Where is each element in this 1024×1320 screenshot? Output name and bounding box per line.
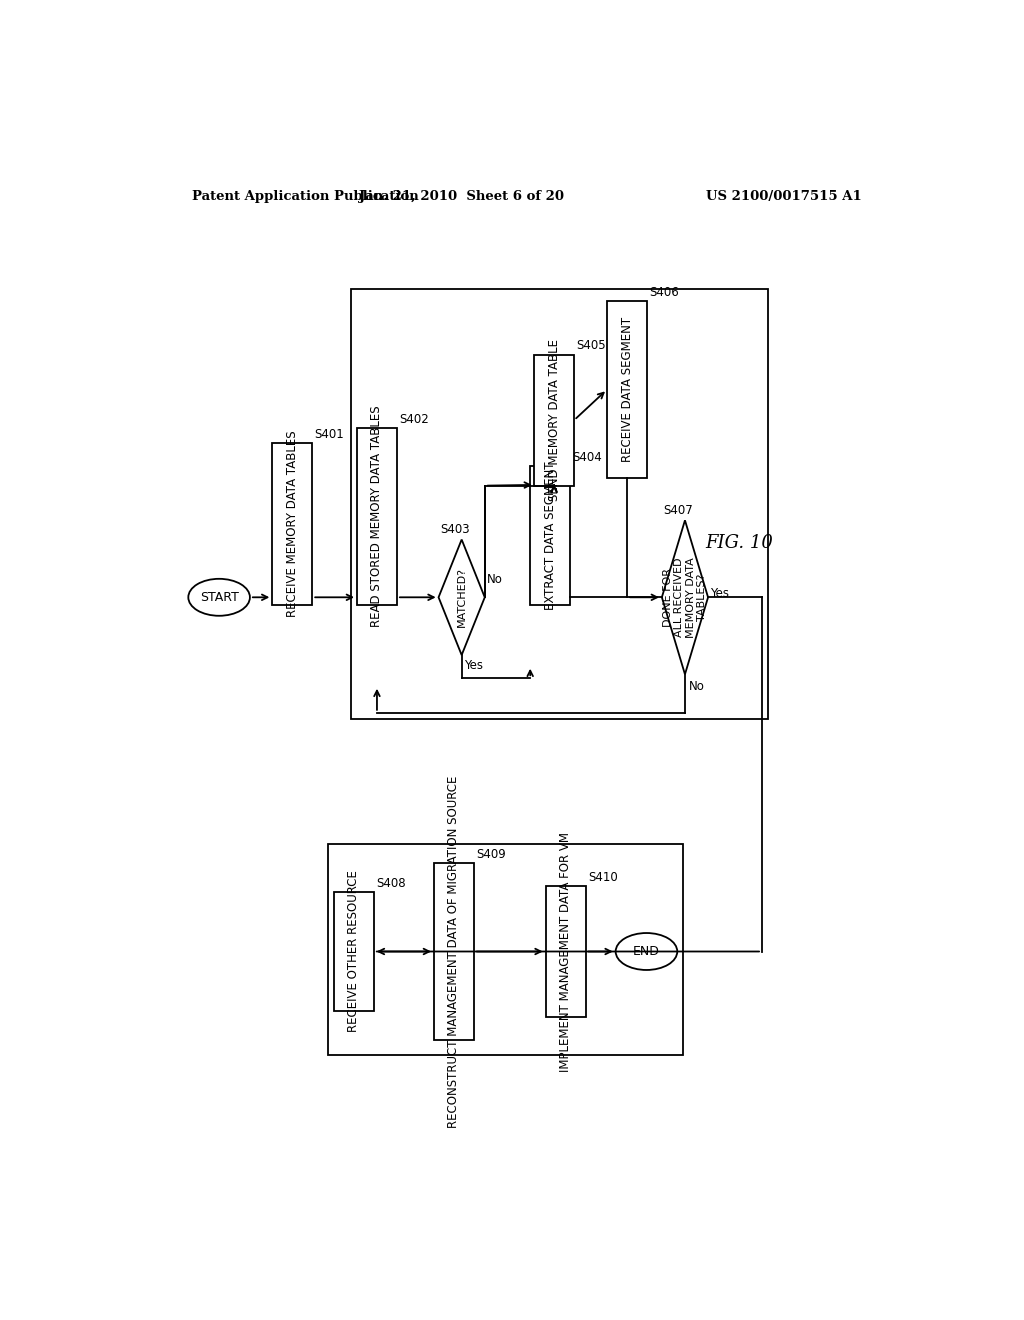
Text: SEND MEMORY DATA TABLE: SEND MEMORY DATA TABLE: [548, 339, 560, 502]
Text: S409: S409: [476, 847, 506, 861]
Bar: [546, 886, 586, 1016]
Bar: [272, 444, 312, 605]
Text: READ STORED MEMORY DATA TABLES: READ STORED MEMORY DATA TABLES: [371, 405, 383, 627]
Bar: [357, 428, 397, 605]
Ellipse shape: [615, 933, 677, 970]
Text: S407: S407: [664, 504, 693, 517]
Text: Patent Application Publication: Patent Application Publication: [193, 190, 419, 203]
Text: RECEIVE MEMORY DATA TABLES: RECEIVE MEMORY DATA TABLES: [286, 430, 299, 618]
Text: Yes: Yes: [464, 659, 483, 672]
Polygon shape: [438, 540, 484, 655]
Bar: [334, 892, 374, 1011]
Text: US 2100/0017515 A1: US 2100/0017515 A1: [707, 190, 862, 203]
Text: S401: S401: [314, 428, 344, 441]
Text: RECEIVE DATA SEGMENT: RECEIVE DATA SEGMENT: [621, 317, 634, 462]
Text: S403: S403: [440, 524, 470, 536]
Text: END: END: [633, 945, 659, 958]
Text: No: No: [689, 681, 705, 693]
Text: Yes: Yes: [711, 587, 729, 601]
Polygon shape: [662, 520, 708, 675]
Text: DONE FOR
ALL RECEIVED
MEMORY DATA
TABLES?: DONE FOR ALL RECEIVED MEMORY DATA TABLES…: [663, 557, 708, 638]
Text: No: No: [487, 573, 503, 586]
Text: EXTRACT DATA SEGMENT: EXTRACT DATA SEGMENT: [544, 462, 557, 610]
Text: FIG. 10: FIG. 10: [705, 535, 773, 552]
Text: START: START: [200, 591, 239, 603]
Text: S408: S408: [376, 876, 406, 890]
Text: S405: S405: [577, 339, 606, 352]
Bar: [530, 466, 570, 605]
Bar: [535, 355, 574, 486]
Bar: [434, 863, 474, 1040]
Text: RECEIVE OTHER RESOURCE: RECEIVE OTHER RESOURCE: [347, 871, 360, 1032]
Text: MATCHED?: MATCHED?: [457, 568, 467, 627]
Text: IMPLEMENT MANAGEMENT DATA FOR VM: IMPLEMENT MANAGEMENT DATA FOR VM: [559, 832, 572, 1072]
Ellipse shape: [188, 579, 250, 616]
Text: Jan. 21, 2010  Sheet 6 of 20: Jan. 21, 2010 Sheet 6 of 20: [359, 190, 564, 203]
Text: S402: S402: [399, 413, 429, 425]
Bar: [351, 289, 768, 719]
Bar: [607, 301, 647, 478]
Text: S404: S404: [572, 451, 602, 465]
Text: S406: S406: [649, 285, 679, 298]
Text: S410: S410: [588, 871, 617, 884]
Text: RECONSTRUCT MANAGEMENT DATA OF MIGRATION SOURCE: RECONSTRUCT MANAGEMENT DATA OF MIGRATION…: [447, 775, 461, 1127]
Bar: [328, 843, 683, 1056]
